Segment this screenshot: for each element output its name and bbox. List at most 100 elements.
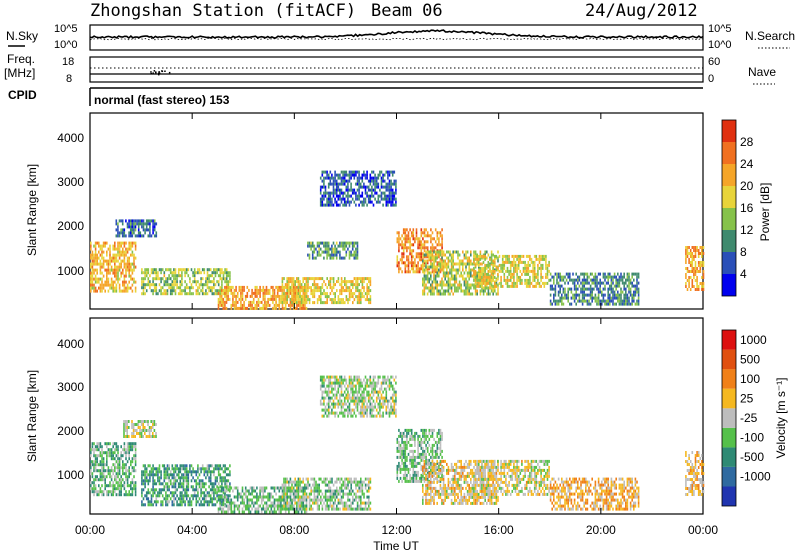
power-cell xyxy=(697,285,700,288)
velocity-cell xyxy=(246,498,249,502)
velocity-cell xyxy=(281,504,284,508)
velocity-cell xyxy=(305,477,308,481)
power-ytick-4000: 4000 xyxy=(57,131,84,145)
power-cell xyxy=(506,281,509,285)
power-cell xyxy=(694,264,697,267)
power-cell xyxy=(401,255,403,259)
power-cell xyxy=(371,170,373,174)
velocity-cell xyxy=(171,500,174,504)
power-cell xyxy=(390,191,392,195)
velocity-cell xyxy=(294,477,296,481)
velocity-cell xyxy=(294,510,297,514)
power-cell xyxy=(355,191,357,195)
power-cell xyxy=(586,272,589,276)
power-cell xyxy=(152,277,154,281)
velocity-cell xyxy=(270,507,273,511)
power-cell xyxy=(171,280,174,284)
power-cell xyxy=(573,281,576,285)
power-cell xyxy=(313,283,316,287)
power-cell xyxy=(353,170,356,174)
velocity-cell xyxy=(185,485,188,489)
velocity-cell xyxy=(101,472,103,476)
velocity-cell xyxy=(280,510,282,514)
power-cell xyxy=(581,284,584,288)
power-cell xyxy=(98,241,100,245)
power-cell xyxy=(125,241,127,245)
power-cell xyxy=(471,268,474,272)
power-cell xyxy=(615,287,617,291)
velocity-cell xyxy=(144,503,146,507)
power-cell xyxy=(473,278,475,282)
velocity-cell xyxy=(216,476,218,480)
freq-panel: Freq. [MHz] 18 8 60 0 Nave xyxy=(4,52,776,85)
power-cell xyxy=(449,292,451,296)
power-cell xyxy=(699,267,702,270)
power-cell xyxy=(481,272,483,276)
power-cell xyxy=(361,191,364,195)
velocity-cell xyxy=(166,467,169,471)
power-cell xyxy=(431,280,434,284)
power-cell xyxy=(131,219,134,223)
power-cell xyxy=(155,286,158,290)
power-cell xyxy=(344,277,346,281)
power-cell xyxy=(452,262,454,266)
power-cell xyxy=(331,286,333,290)
velocity-cell xyxy=(182,485,185,489)
power-cell xyxy=(369,289,372,293)
power-cell xyxy=(449,271,451,275)
power-cell xyxy=(426,246,429,250)
power-cell xyxy=(636,281,638,285)
power-cell xyxy=(487,265,490,269)
power-cell xyxy=(121,228,124,232)
power-cell xyxy=(275,285,277,289)
velocity-cell xyxy=(270,501,273,505)
velocity-cell xyxy=(123,420,125,423)
power-cell xyxy=(144,228,146,232)
velocity-cell xyxy=(307,486,309,490)
velocity-cell xyxy=(289,486,292,490)
power-cell xyxy=(401,258,403,262)
power-cell xyxy=(439,283,442,287)
power-cell xyxy=(185,283,188,287)
power-cell xyxy=(490,286,493,290)
power-cell xyxy=(361,176,364,180)
power-cell xyxy=(557,293,560,297)
power-cell xyxy=(541,275,544,279)
power-cell xyxy=(686,267,689,270)
velocity-cell xyxy=(228,498,231,502)
power-cell xyxy=(513,281,515,285)
power-cell xyxy=(195,289,198,293)
power-cell xyxy=(533,266,536,270)
power-cell xyxy=(503,263,506,267)
velocity-cell xyxy=(294,480,296,484)
velocity-cell xyxy=(289,498,292,502)
power-cell xyxy=(96,259,98,263)
power-cell xyxy=(449,283,451,287)
velocity-cell xyxy=(302,480,304,484)
power-cell xyxy=(190,292,193,296)
velocity-cell xyxy=(265,504,268,508)
power-cell xyxy=(195,283,198,287)
date-title: 24/Aug/2012 xyxy=(585,1,698,21)
power-cell xyxy=(356,244,359,248)
velocity-cell xyxy=(104,451,106,455)
velocity-cell xyxy=(294,495,297,499)
power-cell xyxy=(125,247,127,251)
velocity-cell xyxy=(288,510,290,514)
velocity-cell xyxy=(104,463,106,467)
power-cell xyxy=(473,266,475,270)
power-cell xyxy=(112,280,114,284)
velocity-cell xyxy=(166,476,169,480)
power-cell xyxy=(106,271,108,275)
velocity-cell xyxy=(115,448,118,452)
power-cell xyxy=(691,282,694,285)
power-cell xyxy=(335,241,338,245)
velocity-cell xyxy=(153,482,156,486)
power-cell xyxy=(406,240,408,244)
velocity-cell xyxy=(273,501,276,505)
velocity-cell xyxy=(185,491,188,495)
power-cell xyxy=(131,250,134,254)
power-cell xyxy=(197,292,199,296)
power-cell xyxy=(321,179,324,183)
power-cell xyxy=(332,176,335,180)
